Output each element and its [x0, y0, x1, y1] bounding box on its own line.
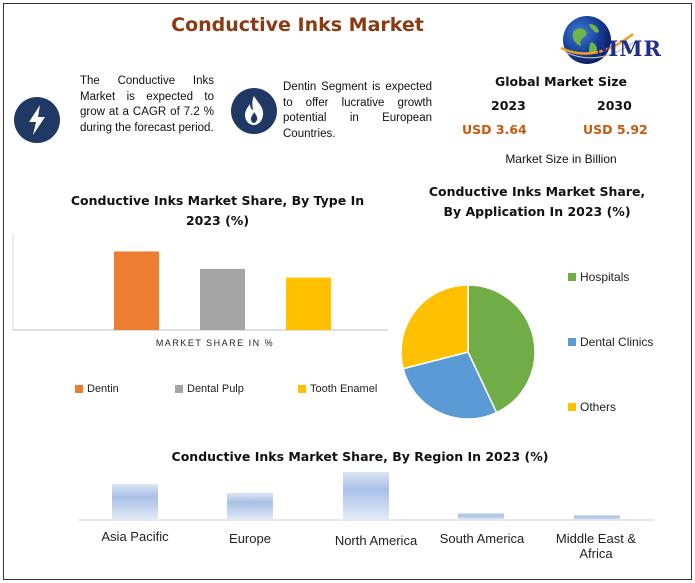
- legend-swatch-others: [568, 403, 576, 411]
- legend-item-hospitals: Hospitals: [568, 270, 629, 284]
- legend-label-tooth-enamel: Tooth Enamel: [310, 383, 378, 395]
- application-chart-title: Conductive Inks Market Share, By Applica…: [428, 184, 646, 219]
- market-size-caption: Market Size in Billion: [505, 152, 617, 166]
- logo-text: MMR: [595, 36, 662, 61]
- legend-item-dental-pulp: Dental Pulp: [175, 383, 244, 395]
- bar-tooth-enamel: [286, 277, 331, 330]
- segment-info-text: Dentin Segment is expected to offer lucr…: [283, 81, 432, 140]
- legend-swatch-tooth-enamel: [298, 385, 306, 393]
- legend-label-others: Others: [580, 400, 617, 414]
- globe-icon: [560, 16, 638, 64]
- flame-icon: [231, 88, 277, 134]
- legend-item-dental-clinics: Dental Clinics: [568, 335, 653, 349]
- bar-dental-pulp: [200, 268, 245, 330]
- cagr-info-text: The Conductive Inks Market is expected t…: [80, 75, 214, 134]
- legend-swatch-dental-clinics: [568, 338, 576, 346]
- year-2030: 2030: [597, 98, 632, 113]
- slice-others: [400, 284, 469, 370]
- legend-label-dental-clinics: Dental Clinics: [580, 335, 654, 349]
- value-2030: USD 5.92: [583, 122, 648, 137]
- type-bar-chart: [12, 234, 388, 331]
- application-pie-chart: [400, 284, 536, 420]
- type-chart-title: Conductive Inks Market Share, By Type In…: [70, 193, 365, 228]
- bar-dentin: [114, 251, 159, 330]
- region-label-asia-pacific: Asia Pacific: [101, 529, 169, 544]
- bar-europe: [227, 493, 273, 520]
- bar-south-america: [458, 513, 504, 520]
- global-market-title: Global Market Size: [494, 74, 627, 89]
- legend-label-dentin: Dentin: [87, 383, 119, 395]
- region-label-north-america: North America: [334, 533, 418, 548]
- legend-item-tooth-enamel: Tooth Enamel: [298, 383, 377, 395]
- slice-dental-clinics: [402, 351, 498, 420]
- region-bar-chart: [78, 472, 655, 521]
- page-title: Conductive Inks Market: [171, 14, 424, 36]
- type-chart-xlabel: MARKET SHARE IN %: [155, 338, 275, 348]
- legend-swatch-dentin: [75, 385, 83, 393]
- legend-label-dental-pulp: Dental Pulp: [187, 383, 244, 395]
- slice-hospitals: [467, 284, 536, 414]
- legend-swatch-dental-pulp: [175, 385, 183, 393]
- legend-item-others: Others: [568, 400, 616, 414]
- bar-asia-pacific: [112, 484, 158, 520]
- lightning-icon: [14, 97, 60, 143]
- region-chart-title: Conductive Inks Market Share, By Region …: [171, 449, 549, 464]
- legend-label-hospitals: Hospitals: [580, 270, 630, 284]
- region-label-europe: Europe: [229, 531, 271, 546]
- bar-north-america: [343, 472, 389, 520]
- region-label-south-america: South America: [439, 531, 525, 546]
- mmr-logo: MMR: [555, 12, 683, 70]
- bar-middle-east-africa: [574, 515, 620, 520]
- value-2023: USD 3.64: [462, 122, 527, 137]
- legend-item-dentin: Dentin: [75, 383, 119, 395]
- region-label-middle-east-africa: Middle East & Africa: [555, 531, 637, 558]
- legend-swatch-hospitals: [568, 273, 576, 281]
- year-2023: 2023: [491, 98, 526, 113]
